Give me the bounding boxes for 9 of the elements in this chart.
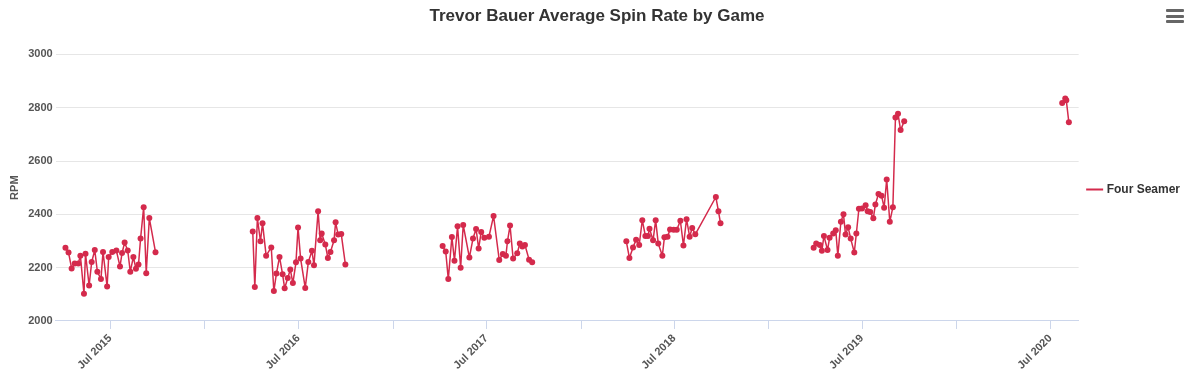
y-tick-label: 2600 [28,154,53,167]
chart-title: Trevor Bauer Average Spin Rate by Game [429,5,765,25]
y-tick-label: 2000 [28,313,53,326]
y-tick-label: 2800 [28,100,53,113]
y-axis-title: RPM [7,175,20,200]
legend-label: Four Seamer [1106,181,1181,196]
y-tick-label: 2400 [28,207,53,220]
y-tick-label: 3000 [28,47,53,60]
y-tick-label: 2200 [28,260,53,273]
